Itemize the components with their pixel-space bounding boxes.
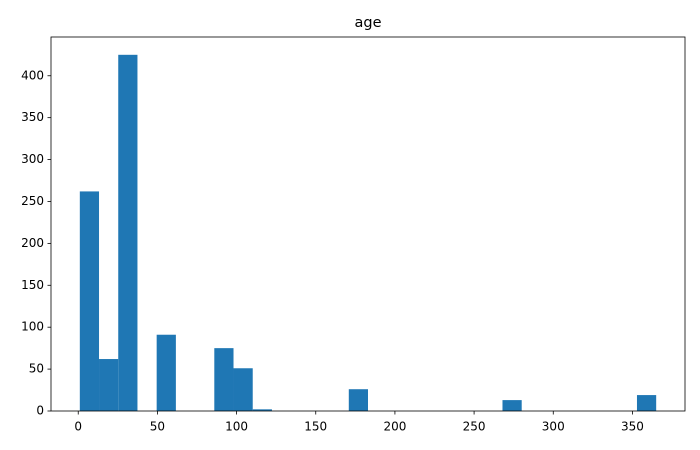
axes-frame <box>50 36 686 412</box>
bar <box>79 191 100 411</box>
y-tick-label: 250 <box>21 194 44 208</box>
bar <box>214 348 234 411</box>
bar <box>636 395 657 411</box>
bar <box>233 368 253 411</box>
x-tick-label: 300 <box>542 420 565 434</box>
x-tick-label: 350 <box>621 420 644 434</box>
y-tick-label: 150 <box>21 278 44 292</box>
y-tick-label: 400 <box>21 68 44 82</box>
bar <box>118 54 138 412</box>
x-tick-label: 200 <box>383 420 406 434</box>
x-tick-label: 100 <box>225 420 248 434</box>
x-tick-label: 250 <box>463 420 486 434</box>
x-tick-label: 0 <box>74 420 82 434</box>
y-tick-label: 100 <box>21 320 44 334</box>
bar <box>348 389 368 411</box>
y-tick-label: 200 <box>21 236 44 250</box>
bar <box>252 409 272 411</box>
bar <box>502 400 522 411</box>
y-tick-label: 300 <box>21 152 44 166</box>
y-tick-label: 350 <box>21 110 44 124</box>
chart-title: age <box>354 15 381 31</box>
x-tick-label: 50 <box>150 420 165 434</box>
bar <box>99 359 119 411</box>
y-tick-label: 50 <box>29 362 44 376</box>
x-tick-label: 150 <box>304 420 327 434</box>
bar <box>156 334 176 411</box>
y-tick-label: 0 <box>36 404 44 418</box>
